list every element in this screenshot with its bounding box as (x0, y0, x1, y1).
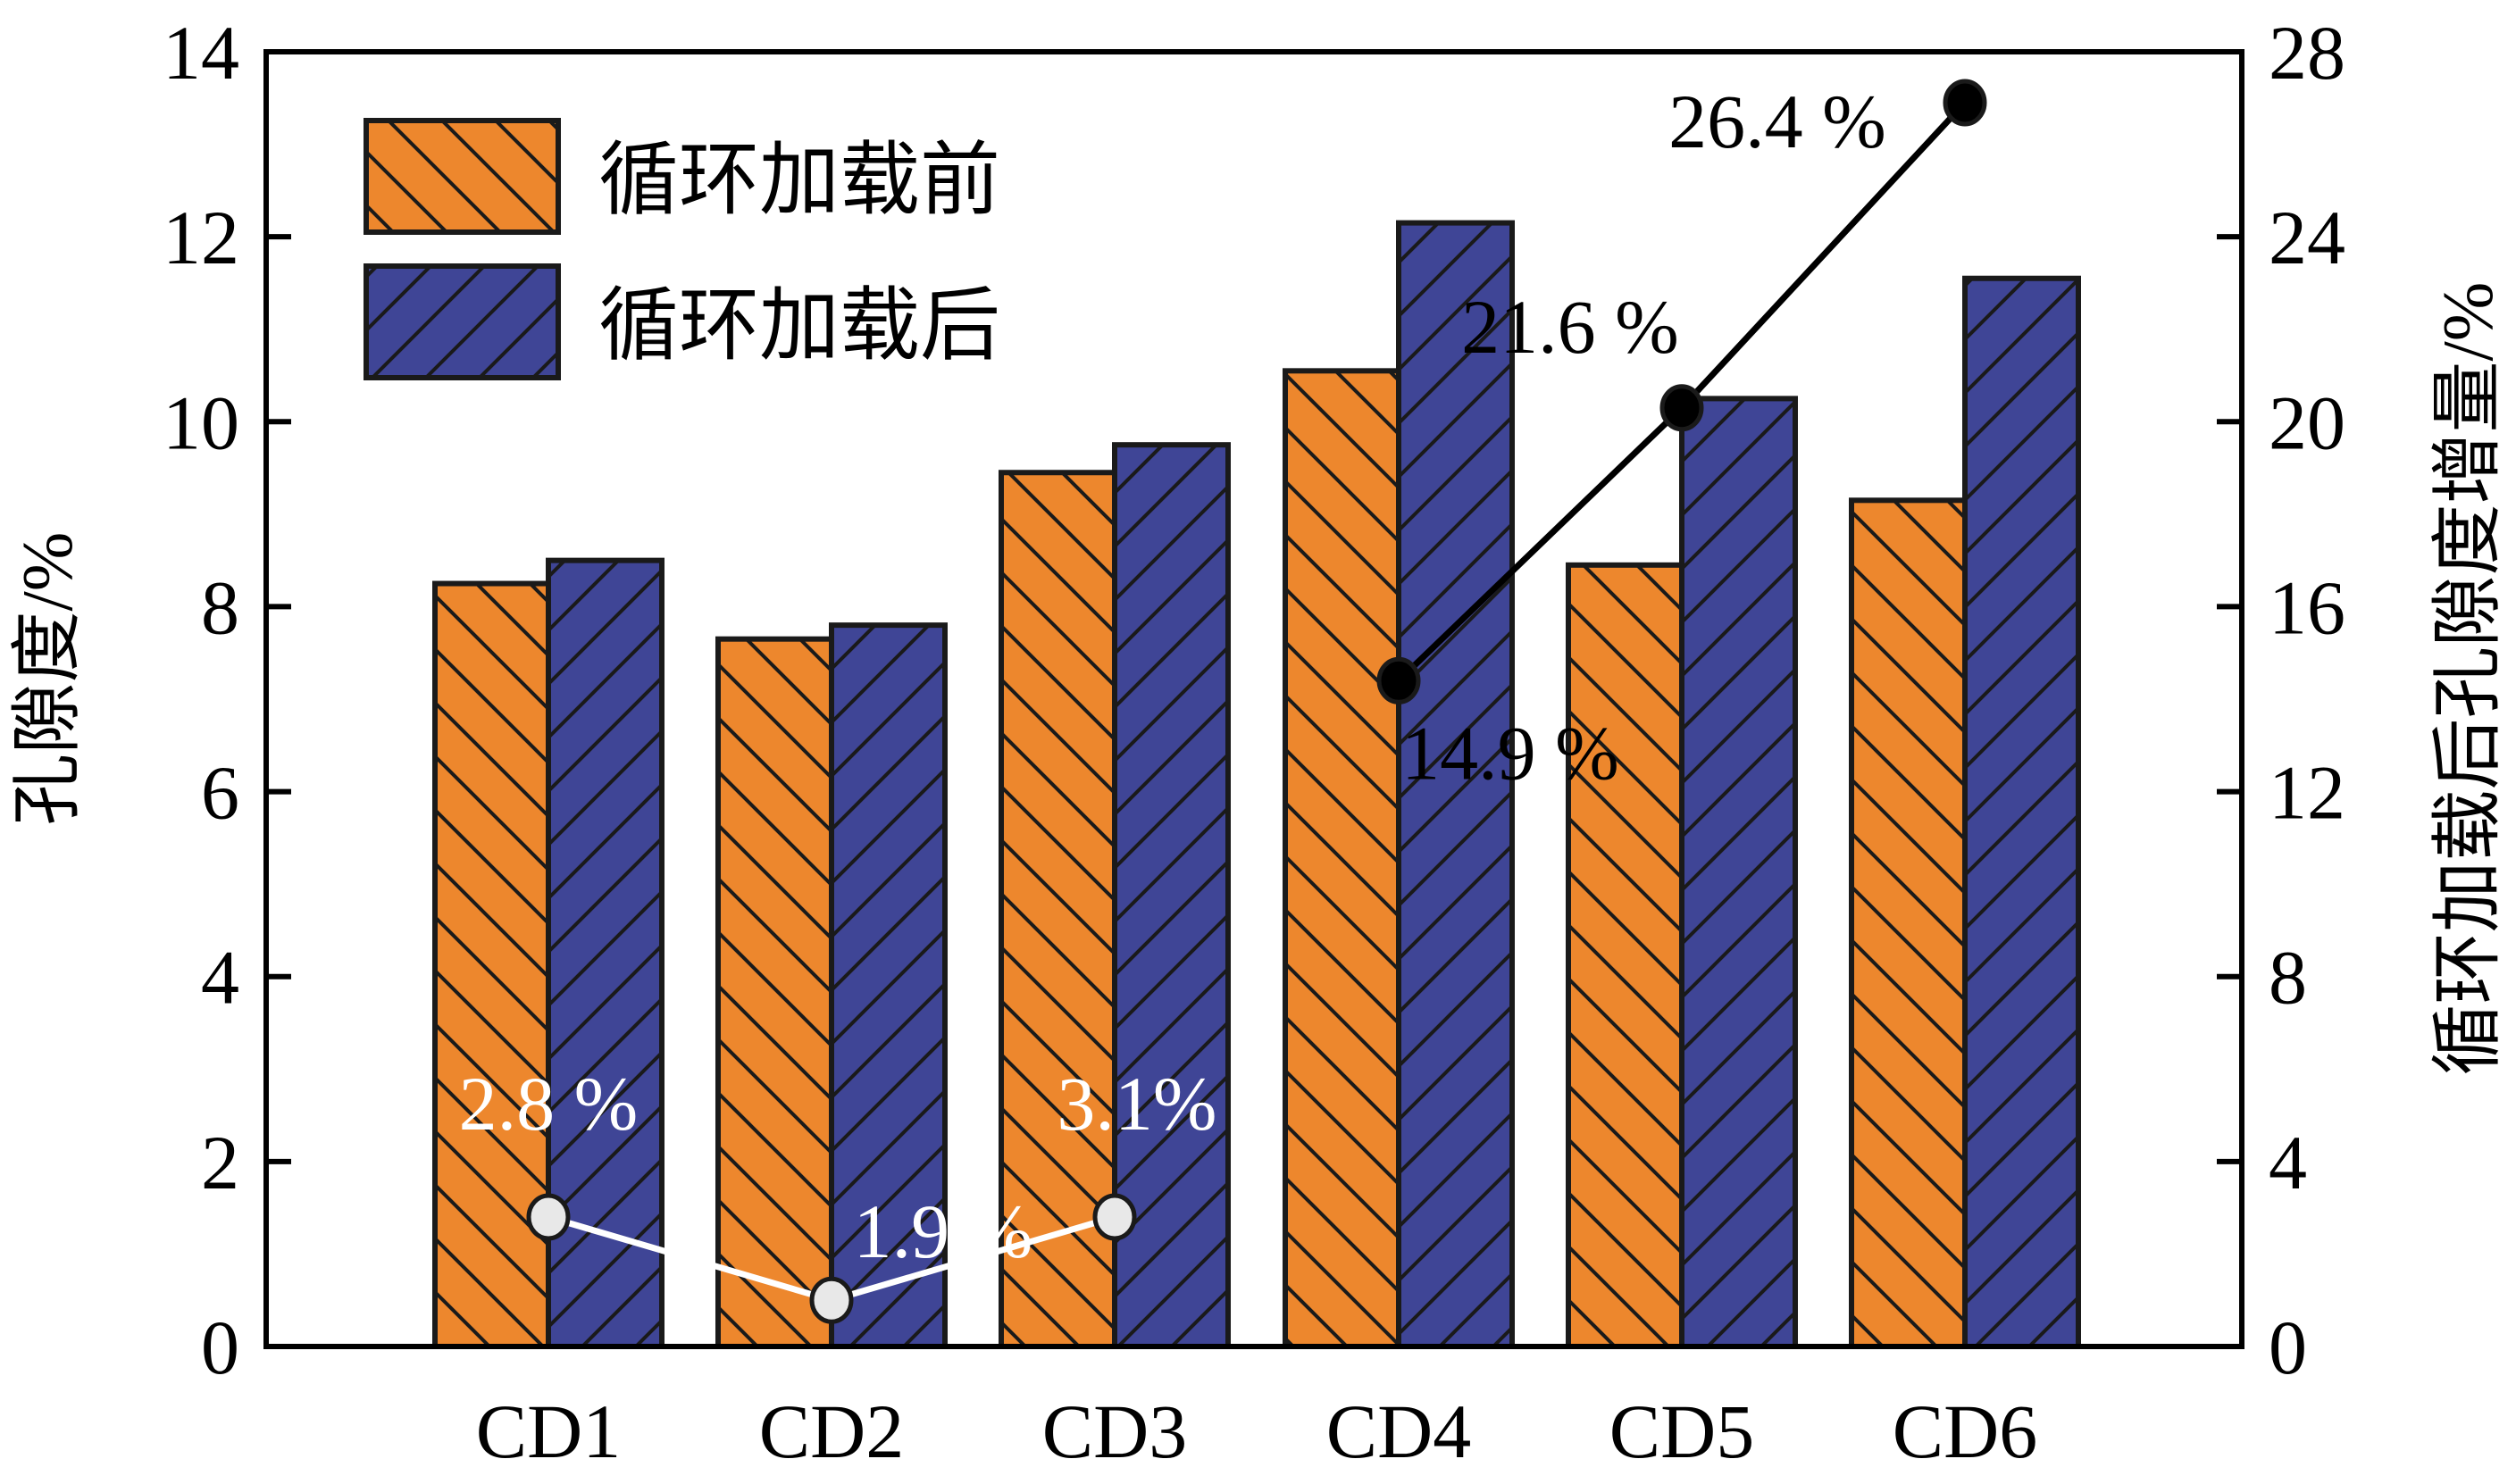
left-tick-label: 10 (163, 379, 239, 465)
y-axis-title-left: 孔隙度/% (9, 532, 88, 826)
bar-after-cd5 (1679, 396, 1798, 1350)
legend-swatch-before (364, 118, 561, 235)
increment-label-cd6: 26.4 % (1668, 79, 1886, 164)
right-tick-label: 8 (2269, 935, 2307, 1021)
bar-before-cd3 (999, 470, 1117, 1349)
increment-label-cd3: 3.1% (1057, 1061, 1216, 1146)
increment-label-cd2: 1.9 % (854, 1188, 1033, 1274)
left-tick-label: 14 (163, 10, 239, 96)
right-tick-label: 28 (2269, 10, 2345, 96)
lines-layer: 2.8 % 1.9 % 3.1% 14.9 % 21.6 % 26.4 % (459, 79, 1987, 1324)
bar-after-cd3 (1112, 442, 1231, 1349)
increment-point-cd1 (526, 1193, 571, 1241)
increment-point-cd3 (1092, 1193, 1137, 1241)
increment-label-cd1: 2.8 % (459, 1061, 639, 1146)
increment-point-cd6 (1943, 79, 1987, 127)
bar-before-cd6 (1849, 497, 1968, 1349)
increment-point-cd5 (1659, 384, 1704, 432)
right-tick-label: 4 (2269, 1120, 2307, 1205)
category-label-cd2: CD2 (759, 1388, 904, 1474)
left-tick-label: 0 (201, 1305, 239, 1390)
right-tick-label: 16 (2269, 564, 2345, 650)
left-tick-label: 8 (201, 564, 239, 650)
category-label-cd4: CD4 (1326, 1388, 1471, 1474)
bar-before-cd1 (432, 580, 551, 1349)
legend-label-before: 循环加载前 (598, 137, 1000, 225)
category-label-cd1: CD1 (476, 1388, 621, 1474)
bar-before-cd2 (715, 636, 834, 1349)
left-tick-label: 2 (201, 1120, 239, 1205)
bar-before-cd5 (1566, 562, 1684, 1349)
increment-label-cd5: 21.6 % (1461, 284, 1679, 370)
left-tick-label: 12 (163, 195, 239, 280)
right-tick-label: 0 (2269, 1305, 2307, 1390)
y-axis-title-right: 循环加载后孔隙度增量/% (2429, 282, 2508, 1076)
left-tick-label: 6 (201, 750, 239, 836)
increment-point-cd4 (1376, 656, 1421, 704)
legend-label-after: 循环加载后 (598, 282, 1000, 371)
increment-label-cd4: 14.9 % (1401, 710, 1619, 796)
bar-before-cd4 (1283, 368, 1401, 1350)
legend: 循环加载前 循环加载后 (364, 118, 1000, 380)
category-label-cd6: CD6 (1893, 1388, 2037, 1474)
increment-point-cd2 (809, 1276, 854, 1324)
legend-swatch-after (364, 263, 561, 380)
right-tick-label: 20 (2269, 379, 2345, 465)
category-label-cd5: CD5 (1609, 1388, 1754, 1474)
category-label-cd3: CD3 (1042, 1388, 1187, 1474)
right-tick-label: 24 (2269, 195, 2345, 280)
bar-after-cd6 (1962, 275, 2081, 1349)
plot-frame (263, 49, 2244, 1349)
bars-layer (432, 220, 2081, 1350)
left-tick-label: 4 (201, 935, 239, 1021)
right-tick-label: 12 (2269, 750, 2345, 836)
